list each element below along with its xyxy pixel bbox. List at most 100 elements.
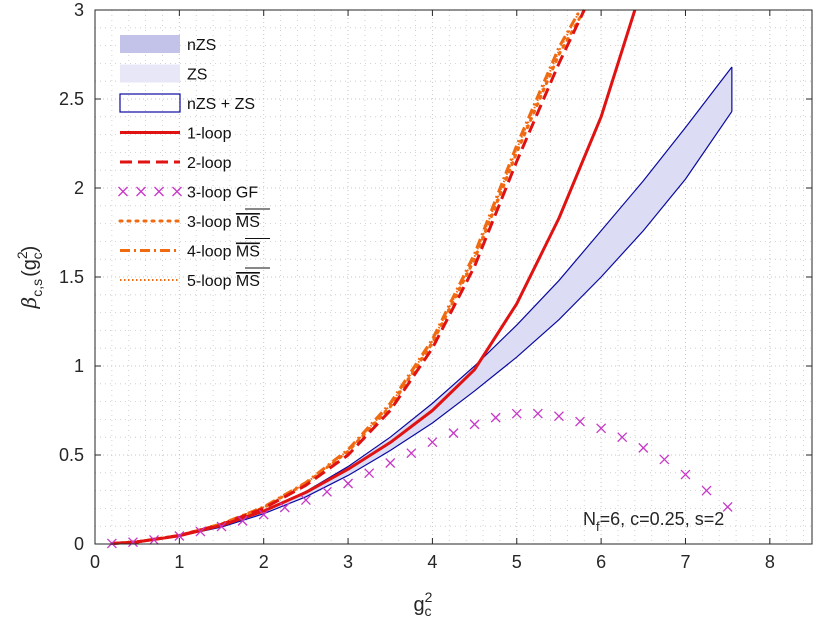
gf-marker-stroke	[701, 485, 712, 496]
gf-marker	[174, 531, 185, 541]
gf-marker-stroke	[490, 412, 501, 423]
gf-marker-stroke	[469, 419, 480, 430]
legend-label-ms: MS	[236, 244, 260, 261]
gf-marker-stroke	[237, 515, 248, 526]
legend-swatch	[120, 35, 180, 53]
gf-marker	[511, 408, 522, 419]
gf-marker-stroke	[174, 531, 185, 541]
y-tick-label: 1.5	[59, 267, 84, 287]
legend-item-nzszs: nZS + ZS	[119, 93, 255, 113]
gf-marker-stroke	[406, 448, 417, 459]
legend-label-ms: MS	[236, 214, 260, 231]
gf-marker-stroke	[553, 411, 564, 422]
gf-marker-stroke	[343, 478, 354, 489]
legend-label: 3-loop MS	[187, 214, 260, 231]
gf-marker-stroke	[427, 437, 438, 448]
gf-marker	[106, 538, 117, 549]
legend-item-zs: ZS	[120, 64, 207, 84]
gf-marker-stroke	[300, 495, 311, 505]
legend-label-text: ZS	[187, 67, 207, 84]
legend-label-text: 2-loop	[187, 155, 232, 172]
gf-marker-stroke	[149, 534, 160, 545]
series-3-loop-ms	[110, 8, 586, 545]
gf-marker	[322, 486, 332, 497]
gf-marker-stroke	[106, 538, 117, 549]
gf-marker-stroke	[659, 454, 670, 465]
legend-label: ZS	[187, 67, 207, 84]
legend-swatch-marker	[136, 186, 146, 197]
gf-marker-stroke	[532, 408, 543, 419]
series-layer	[106, 8, 733, 549]
legend-label: 5-loop MS	[187, 273, 260, 290]
gf-marker-stroke	[617, 432, 628, 443]
legend-label: 1-loop	[187, 126, 232, 143]
x-tick-label: 4	[427, 552, 437, 572]
annotation-text: Nf=6, c=0.25, s=2	[583, 509, 724, 534]
gf-marker	[701, 485, 712, 496]
gf-marker-stroke	[385, 458, 396, 468]
gf-marker-stroke	[722, 502, 733, 512]
gf-marker-stroke	[596, 423, 607, 434]
y-tick-label: 0	[74, 534, 84, 554]
gf-marker	[149, 534, 160, 545]
gf-marker	[195, 526, 206, 537]
ticks: 0 1 2 3 4 5 6 7 8 0 0.5 1 1.5 2 2.5 3	[59, 0, 812, 572]
gf-marker	[448, 428, 459, 439]
gf-marker-stroke	[258, 509, 269, 520]
gf-marker	[427, 437, 438, 448]
gf-marker	[532, 408, 543, 419]
gf-marker-stroke	[195, 526, 206, 537]
gf-marker	[596, 423, 607, 434]
gf-marker	[127, 537, 138, 548]
gf-marker	[617, 432, 628, 443]
gf-marker	[659, 454, 670, 465]
legend-label: 4-loop MS	[187, 244, 260, 261]
y-tick-label: 1	[74, 356, 84, 376]
gf-marker	[680, 469, 691, 480]
gf-marker-stroke	[279, 502, 290, 513]
legend-item-l1: 1-loop	[120, 126, 232, 143]
gf-marker	[364, 468, 375, 479]
gf-marker	[279, 502, 290, 513]
x-tick-label: 5	[512, 552, 522, 572]
x-tick-label: 3	[343, 552, 353, 572]
gf-marker-stroke	[127, 537, 138, 548]
x-tick-label: 7	[680, 552, 690, 572]
legend-label: 3-loop GF	[187, 185, 258, 202]
legend-label-text: nZS + ZS	[187, 96, 255, 113]
gf-marker	[638, 442, 649, 453]
plot-area	[95, 10, 812, 544]
x-tick-label: 1	[174, 552, 184, 572]
gf-marker	[385, 458, 396, 468]
gf-marker-stroke	[364, 468, 375, 479]
legend-label: nZS + ZS	[187, 96, 255, 113]
legend-label-text: 1-loop	[187, 126, 232, 143]
y-tick-label: 0.5	[59, 445, 84, 465]
gf-marker	[300, 495, 311, 505]
x-tick-label: 8	[765, 552, 775, 572]
legend-item-ms5: 5-loop MS	[120, 267, 270, 290]
gf-marker	[258, 509, 269, 520]
legend-item-ms3: 3-loop MS	[118, 208, 270, 231]
y-tick-label: 3	[74, 0, 84, 20]
gf-marker-stroke	[448, 428, 459, 439]
legend-label-text: 3-loop GF	[187, 185, 258, 202]
gf-marker	[216, 521, 227, 532]
legend-label: 2-loop	[187, 155, 232, 172]
x-tick-label: 0	[90, 552, 100, 572]
y-tick-label: 2	[74, 178, 84, 198]
legend-item-l2: 2-loop	[120, 155, 232, 172]
y-tick-label: 2.5	[59, 89, 84, 109]
legend-swatch-marker	[172, 186, 182, 197]
gf-marker	[722, 502, 733, 512]
gf-marker-stroke	[680, 469, 691, 480]
x-axis-label: g2 c	[414, 589, 433, 619]
legend-label-text: nZS	[187, 37, 216, 54]
x-tick-label: 2	[259, 552, 269, 572]
gf-marker	[553, 411, 564, 422]
legend-label-text: 3-loop	[187, 214, 236, 231]
legend-label-text: 4-loop	[187, 244, 236, 261]
gf-marker	[343, 478, 354, 489]
legend-swatch-marker	[118, 186, 128, 197]
gf-marker	[406, 448, 417, 459]
